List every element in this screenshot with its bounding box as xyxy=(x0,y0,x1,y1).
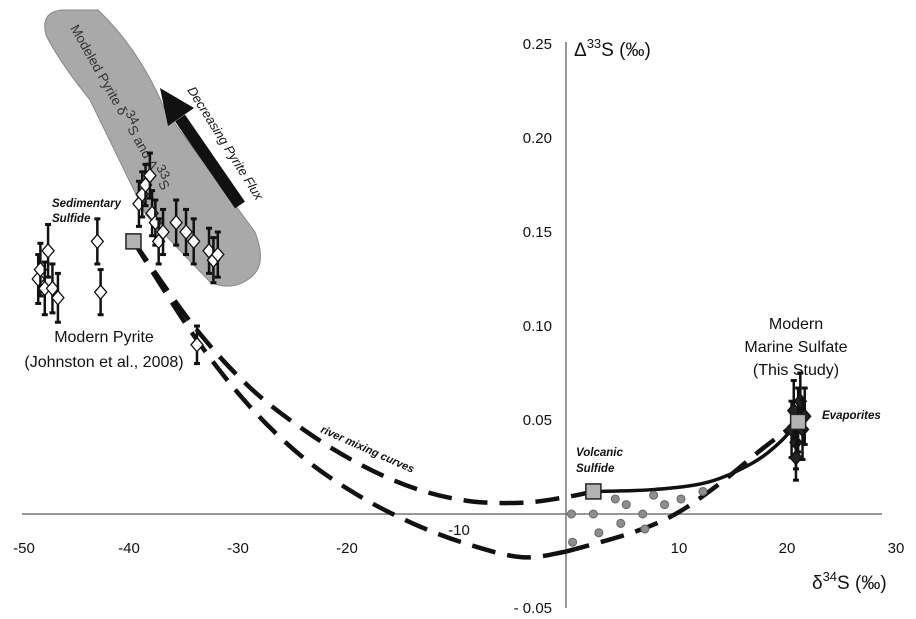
volcanic-label-line2: Sulfide xyxy=(576,463,615,475)
pyrite-point xyxy=(93,268,108,317)
pyrite-point xyxy=(169,198,184,247)
volcanic-point xyxy=(660,500,670,510)
volcanic-point xyxy=(638,509,648,519)
marine-sulfate-label-line1: Modern xyxy=(769,316,823,333)
sulfate-point-marker xyxy=(789,449,803,466)
pyrite-point-marker xyxy=(190,336,204,353)
volcanic-points xyxy=(566,486,708,547)
pyrite-point-marker xyxy=(45,280,60,297)
volcanic-point xyxy=(621,500,631,510)
volcanic-point xyxy=(616,518,626,528)
pyrite-point xyxy=(156,207,170,257)
sedimentary-label-line1: Sedimentary xyxy=(52,198,122,210)
mixing-curve-solid xyxy=(593,420,800,494)
x-tick-label: -50 xyxy=(13,540,35,557)
pyrite-point-marker xyxy=(93,284,108,301)
sedimentary-endmember-square xyxy=(125,233,142,250)
pyrite-point-marker xyxy=(143,167,157,184)
pyrite-point xyxy=(186,217,201,266)
x-tick-label: -30 xyxy=(227,540,249,557)
volcanic-point xyxy=(588,509,598,519)
volcanic-endmember-square xyxy=(585,483,602,500)
volcanic-point xyxy=(566,509,576,519)
x-tick-label: 10 xyxy=(671,540,688,557)
x-tick-label: -20 xyxy=(336,540,358,557)
x-tick-labels: -50 -40 -30 -20 -10 10 20 30 xyxy=(13,522,904,557)
x-tick-label: 20 xyxy=(779,540,796,557)
evaporites-endmember-square xyxy=(789,413,807,431)
modeled-pyrite-band-shape xyxy=(44,9,261,287)
pyrite-point-marker xyxy=(169,214,184,231)
mixing-curve-lower xyxy=(131,240,567,560)
pyrite-point xyxy=(210,230,225,279)
y-tick-label: 0.05 xyxy=(523,412,552,429)
evaporites-label: Evaporites xyxy=(822,410,881,422)
annotations: Sedimentary Sulfide Modern Pyrite (Johns… xyxy=(24,198,880,476)
pyrite-point xyxy=(51,271,65,324)
sulfate-point xyxy=(789,433,803,482)
y-tick-label: 0.25 xyxy=(523,36,552,53)
x-tick-label: -40 xyxy=(118,540,140,557)
modern-pyrite-points xyxy=(31,151,225,366)
volcanic-point xyxy=(676,494,686,504)
marine-sulfate-label-line2: Marine Sulfate xyxy=(744,339,847,356)
axes xyxy=(22,42,882,608)
pyrite-point-marker xyxy=(210,246,225,263)
volcanic-point xyxy=(698,486,708,496)
arrow-shaft xyxy=(175,114,245,209)
marine-sulfate-label-line3: (This Study) xyxy=(753,362,839,379)
pyrite-point xyxy=(179,207,193,257)
y-tick-label: - 0.05 xyxy=(514,600,552,617)
pyrite-point-marker xyxy=(90,233,105,250)
mixing-curve-upper xyxy=(131,240,594,506)
volcanic-point xyxy=(568,537,578,547)
arrow-head xyxy=(160,88,194,126)
pyrite-point-marker xyxy=(51,289,65,306)
volcanic-point xyxy=(610,494,620,504)
pyrite-point-marker xyxy=(179,224,193,240)
volcanic-point xyxy=(649,490,659,500)
pyrite-point xyxy=(37,260,52,317)
pyrite-point xyxy=(143,151,157,200)
modern-pyrite-label-line1: Modern Pyrite xyxy=(54,329,154,346)
sedimentary-label-line2: Sulfide xyxy=(52,213,91,225)
volcanic-label-line1: Volcanic xyxy=(576,447,623,459)
y-tick-labels: 0.25 0.20 0.15 0.10 0.05 - 0.05 xyxy=(514,36,552,617)
x-tick-label: 30 xyxy=(888,540,905,557)
pyrite-point xyxy=(90,217,105,266)
volcanic-point xyxy=(640,524,650,534)
pyrite-point-marker xyxy=(41,242,55,259)
pyrite-point xyxy=(41,222,55,279)
pyrite-point xyxy=(190,324,204,366)
y-tick-label: 0.15 xyxy=(523,224,552,241)
endmember-squares xyxy=(125,233,807,500)
x-tick-label: -10 xyxy=(448,522,470,539)
modern-pyrite-label-line2: (Johnston et al., 2008) xyxy=(24,354,183,371)
mixing-curve-right xyxy=(565,420,800,554)
volcanic-point xyxy=(594,528,604,538)
y-axis-title: Δ33S (‰) xyxy=(574,36,651,61)
pyrite-point xyxy=(45,262,60,315)
pyrite-point-marker xyxy=(186,233,201,250)
y-tick-label: 0.10 xyxy=(523,318,552,335)
modeled-pyrite-band: Modeled Pyrite δ34S and Δ33S xyxy=(44,9,261,287)
pyrite-point-marker xyxy=(156,224,170,240)
x-axis-title: δ34S (‰) xyxy=(812,569,887,594)
y-tick-label: 0.20 xyxy=(523,130,552,147)
mixing-curves xyxy=(131,240,800,560)
